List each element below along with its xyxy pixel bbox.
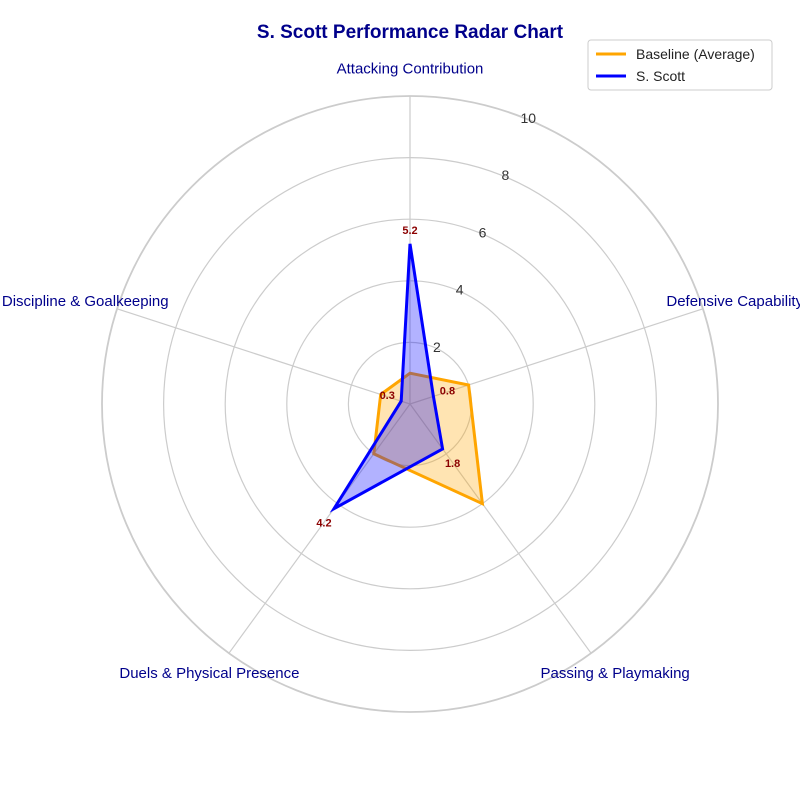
data-label: 0.8 bbox=[440, 385, 455, 397]
radial-tick-label: 2 bbox=[433, 339, 441, 355]
data-label: 4.2 bbox=[316, 518, 331, 530]
data-label: 5.2 bbox=[402, 225, 417, 237]
radial-tick-label: 8 bbox=[501, 167, 509, 183]
radial-tick-label: 4 bbox=[456, 282, 464, 298]
radial-tick-label: 6 bbox=[479, 224, 487, 240]
radar-grid: 2 4 6 8 10 bbox=[101, 95, 719, 713]
data-label: 0.3 bbox=[380, 390, 395, 402]
chart-title: S. Scott Performance Radar Chart bbox=[257, 22, 564, 43]
grid-spoke bbox=[228, 403, 411, 654]
legend-label-scott: S. Scott bbox=[636, 68, 685, 84]
grid-spoke bbox=[116, 308, 411, 405]
series-area-0 bbox=[373, 373, 483, 504]
data-label: 1.8 bbox=[445, 458, 460, 470]
series-line-0 bbox=[372, 371, 485, 507]
radar-labels: Attacking Contribution Defensive Capabili… bbox=[2, 60, 800, 682]
legend: Baseline (Average) S. Scott bbox=[587, 39, 773, 91]
category-label: Defensive Capability bbox=[666, 293, 800, 310]
series-line-1 bbox=[329, 243, 445, 513]
legend-label-baseline: Baseline (Average) bbox=[636, 46, 755, 62]
category-label: Duels & Physical Presence bbox=[119, 665, 299, 682]
category-label: Attacking Contribution bbox=[337, 60, 484, 77]
series-area-1 bbox=[334, 243, 443, 509]
radial-tick-label: 10 bbox=[520, 110, 536, 126]
radar-series bbox=[329, 243, 485, 513]
legend-box bbox=[587, 39, 773, 91]
grid-spoke bbox=[409, 403, 592, 654]
category-label: Passing & Playmaking bbox=[541, 665, 690, 682]
grid-spoke bbox=[409, 308, 704, 405]
category-label: Discipline & Goalkeeping bbox=[2, 293, 169, 310]
